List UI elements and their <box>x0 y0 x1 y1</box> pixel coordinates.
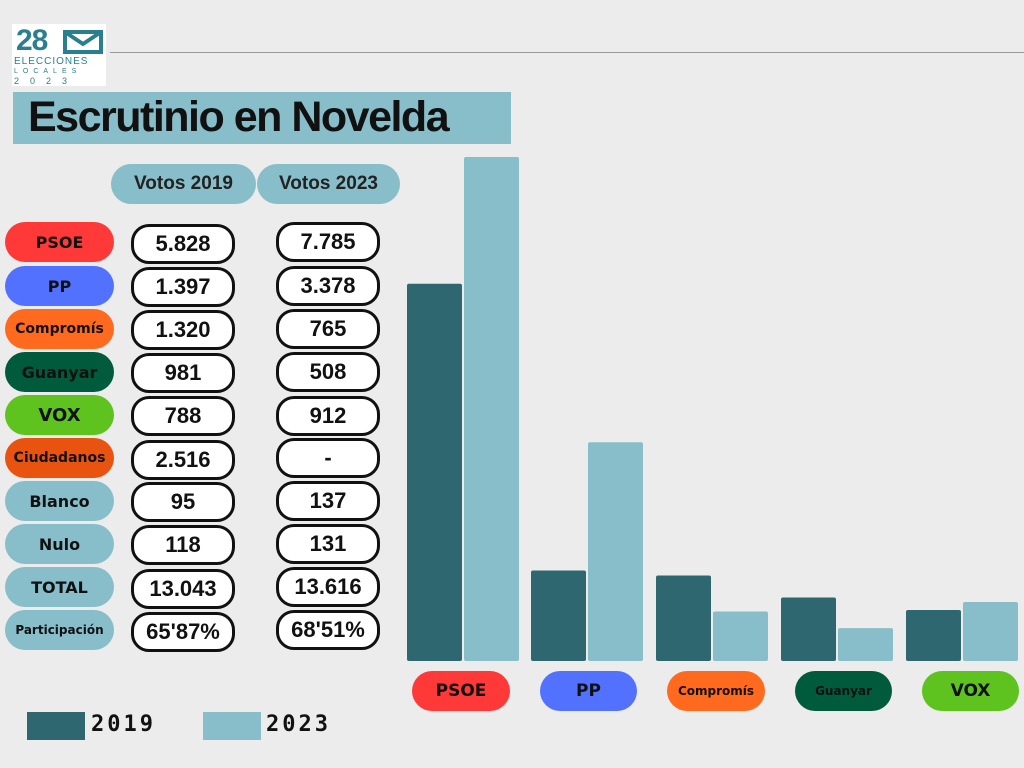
title-banner: Escrutinio en Novelda <box>13 92 511 144</box>
bar-2023-pp <box>588 442 643 661</box>
party-label-compromis: Compromís <box>5 309 114 349</box>
party-label-nulo: Nulo <box>5 524 114 564</box>
votes-2019-nulo: 118 <box>131 525 235 565</box>
votes-2023-ciudadanos: - <box>276 438 380 478</box>
votes-2023-guanyar: 508 <box>276 352 380 392</box>
bar-2023-psoe <box>464 157 519 661</box>
votes-2023-psoe: 7.785 <box>276 222 380 262</box>
bar-2019-guanyar <box>781 597 836 661</box>
votes-2023-vox: 912 <box>276 396 380 436</box>
bar-2023-guanyar <box>838 628 893 661</box>
legend-label-2023: 2023 <box>266 712 331 737</box>
elecciones-logo: 28 ELECCIONES LOCALES 2023 <box>12 24 106 86</box>
votes-2019-ciudadanos: 2.516 <box>131 440 235 480</box>
votes-2023-participacion: 68'51% <box>276 610 380 650</box>
votes-2023-blanco: 137 <box>276 481 380 521</box>
logo-line2: LOCALES <box>14 68 82 75</box>
header-divider <box>110 52 1024 53</box>
party-label-ciudadanos: Ciudadanos <box>5 438 114 478</box>
bar-2019-vox <box>906 609 961 661</box>
logo-line1: ELECCIONES <box>14 56 89 67</box>
votes-2023-pp: 3.378 <box>276 266 380 306</box>
xlabel-vox: VOX <box>922 671 1019 711</box>
xlabel-psoe: PSOE <box>412 671 510 711</box>
bar-2019-comproms <box>656 575 711 661</box>
envelope-icon <box>63 30 103 54</box>
votes-2019-vox: 788 <box>131 396 235 436</box>
bar-2023-comproms <box>713 611 768 661</box>
legend-swatch-2023 <box>203 712 261 740</box>
logo-number: 28 <box>16 24 48 57</box>
xlabel-pp: PP <box>540 671 637 711</box>
party-label-blanco: Blanco <box>5 481 114 521</box>
logo-line3: 2023 <box>14 76 79 86</box>
votes-2019-total: 13.043 <box>131 569 235 609</box>
header-votos-2023: Votos 2023 <box>257 164 400 204</box>
party-label-guanyar: Guanyar <box>5 352 114 392</box>
party-label-vox: VOX <box>5 395 114 435</box>
party-label-participacion: Participación <box>5 610 114 650</box>
votes-2023-nulo: 131 <box>276 524 380 564</box>
votes-2019-psoe: 5.828 <box>131 224 235 264</box>
votes-2023-total: 13.616 <box>276 567 380 607</box>
bar-2023-vox <box>963 601 1018 661</box>
party-label-total: TOTAL <box>5 567 114 607</box>
party-label-pp: PP <box>5 266 114 306</box>
header-votos-2019: Votos 2019 <box>111 164 256 204</box>
party-label-psoe: PSOE <box>5 222 114 262</box>
xlabel-guanyar: Guanyar <box>795 671 892 711</box>
votes-2019-blanco: 95 <box>131 482 235 522</box>
votes-2019-compromis: 1.320 <box>131 310 235 350</box>
bar-2019-psoe <box>407 283 462 661</box>
legend-label-2019: 2019 <box>91 712 156 737</box>
legend-swatch-2019 <box>27 712 85 740</box>
votes-2019-participacion: 65'87% <box>131 612 235 652</box>
votes-2019-guanyar: 981 <box>131 353 235 393</box>
votes-2019-pp: 1.397 <box>131 267 235 307</box>
page-title: Escrutinio en Novelda <box>28 93 450 141</box>
votes-2023-compromis: 765 <box>276 309 380 349</box>
bar-2019-pp <box>531 570 586 661</box>
xlabel-compromis: Compromís <box>667 671 765 711</box>
